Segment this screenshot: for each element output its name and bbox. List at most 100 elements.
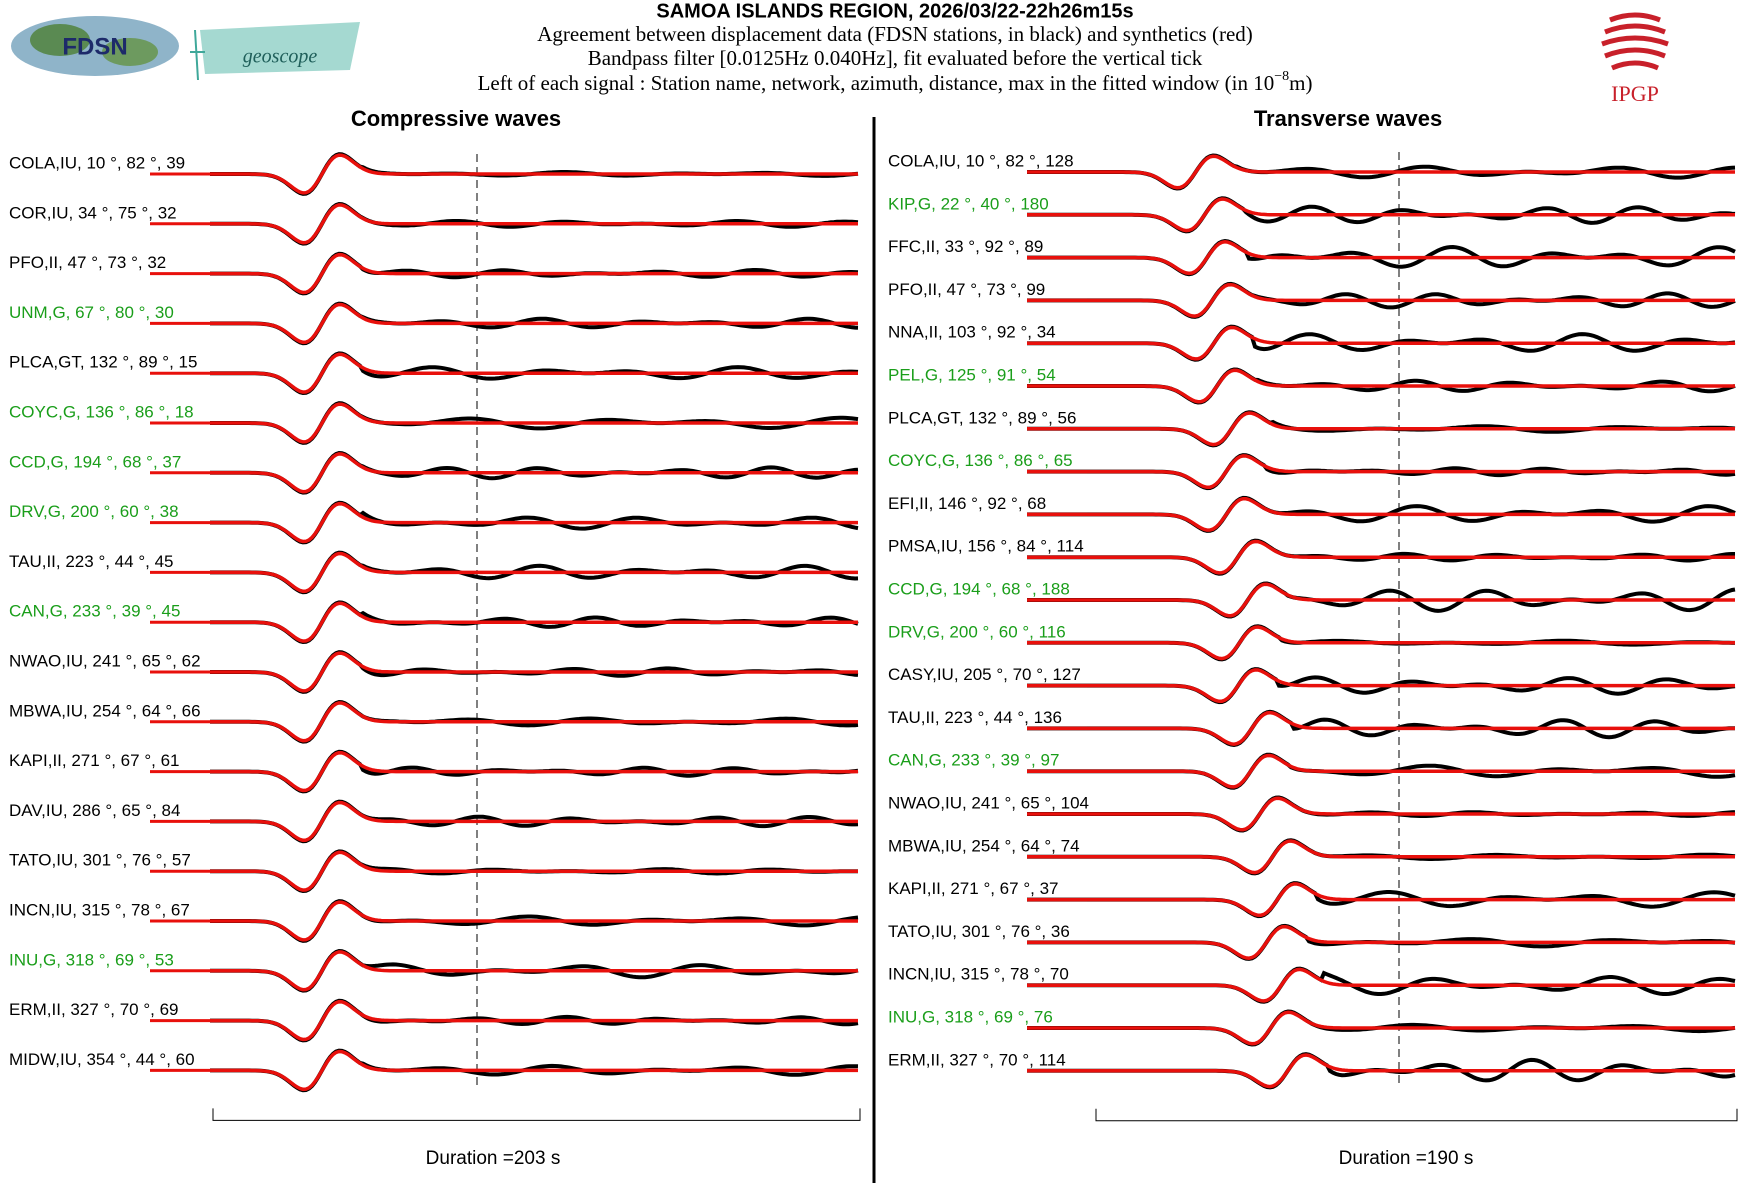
logo-text: geoscope	[243, 46, 318, 68]
station-label: CCD,G, 194 °, 68 °, 37	[9, 452, 181, 471]
station-label: PLCA,GT, 132 °, 89 °, 56	[888, 408, 1076, 427]
station-label: COYC,G, 136 °, 86 °, 18	[9, 402, 194, 421]
synthetic-trace	[210, 750, 858, 793]
synthetic-trace	[210, 950, 858, 992]
synthetic-trace	[1027, 839, 1735, 875]
station-label: KIP,G, 22 °, 40 °, 180	[888, 194, 1049, 213]
duration-bracket	[1095, 1108, 1738, 1122]
station-label: CAN,G, 233 °, 39 °, 97	[888, 751, 1059, 770]
ipgp-logo: IPGP	[1601, 12, 1669, 106]
station-label: CASY,IU, 205 °, 70 °, 127	[888, 665, 1081, 684]
synthetic-trace	[1027, 625, 1735, 661]
synthetic-trace	[210, 1049, 858, 1092]
synthetic-trace	[1027, 411, 1735, 447]
synthetic-trace	[210, 452, 858, 494]
fdsn-logo: FDSN	[11, 16, 179, 76]
station-label: ERM,II, 327 °, 70 °, 114	[888, 1050, 1066, 1069]
panels: Compressive waves COLA,IU, 10 °, 82 °, 39…	[9, 106, 1738, 1169]
station-label: EFI,II, 146 °, 92 °, 68	[888, 494, 1046, 513]
synthetic-trace	[210, 153, 858, 195]
text: m)	[1289, 71, 1312, 95]
station-label: NWAO,IU, 241 °, 65 °, 62	[9, 651, 201, 670]
synthetic-trace	[210, 302, 858, 345]
station-label: ERM,II, 327 °, 70 °, 69	[9, 1000, 179, 1019]
station-label: TATO,IU, 301 °, 76 °, 57	[9, 851, 191, 870]
subtitle: Bandpass filter [0.0125Hz 0.040Hz], fit …	[588, 46, 1203, 70]
synthetic-trace	[210, 900, 858, 942]
synthetic-trace	[210, 850, 858, 892]
synthetic-trace	[210, 551, 858, 594]
panel-title: Transverse waves	[1254, 106, 1442, 131]
synthetic-trace	[1027, 924, 1735, 960]
station-label: MBWA,IU, 254 °, 64 °, 74	[888, 836, 1080, 855]
station-label: PMSA,IU, 156 °, 84 °, 114	[888, 537, 1084, 556]
station-label: TAU,II, 223 °, 44 °, 136	[888, 708, 1062, 727]
duration-bracket	[212, 1108, 861, 1121]
geoscope-logo: geoscope	[190, 22, 360, 81]
synthetic-trace	[210, 352, 858, 394]
station-label: CCD,G, 194 °, 68 °, 188	[888, 579, 1070, 598]
synthetic-trace	[210, 800, 858, 843]
synthetic-trace	[1027, 240, 1735, 276]
station-label: PFO,II, 47 °, 73 °, 32	[9, 253, 166, 272]
synthetic-trace	[1027, 282, 1735, 318]
synthetic-trace	[1027, 710, 1735, 746]
station-label: PEL,G, 125 °, 91 °, 54	[888, 365, 1056, 384]
station-label: INCN,IU, 315 °, 78 °, 67	[9, 900, 190, 919]
station-label: FFC,II, 33 °, 92 °, 89	[888, 237, 1043, 256]
duration-label: Duration =190 s	[1339, 1148, 1474, 1169]
logo-text: IPGP	[1611, 81, 1659, 106]
station-label: NNA,II, 103 °, 92 °, 34	[888, 323, 1056, 342]
station-label: KAPI,II, 271 °, 67 °, 61	[9, 751, 179, 770]
station-label: NWAO,IU, 241 °, 65 °, 104	[888, 793, 1089, 812]
station-label: MIDW,IU, 354 °, 44 °, 60	[9, 1050, 195, 1069]
synthetic-trace	[1027, 368, 1735, 404]
synthetic-trace	[210, 999, 858, 1042]
synthetic-trace	[210, 203, 858, 245]
title: SAMOA ISLANDS REGION, 2026/03/22-22h26m1…	[656, 0, 1133, 22]
station-label: COYC,G, 136 °, 86 °, 65	[888, 451, 1073, 470]
station-label: UNM,G, 67 °, 80 °, 30	[9, 303, 174, 322]
station-label: MBWA,IU, 254 °, 64 °, 66	[9, 701, 201, 720]
synthetic-trace	[1027, 796, 1735, 832]
synthetic-trace	[1027, 967, 1735, 1003]
station-label: KAPI,II, 271 °, 67 °, 37	[888, 879, 1058, 898]
synthetic-trace	[1027, 496, 1735, 532]
synthetic-trace	[1027, 753, 1735, 789]
station-label: PLCA,GT, 132 °, 89 °, 15	[9, 353, 197, 372]
station-label: COR,IU, 34 °, 75 °, 32	[9, 203, 177, 222]
station-label: TAU,II, 223 °, 44 °, 45	[9, 552, 173, 571]
station-label: COLA,IU, 10 °, 82 °, 128	[888, 151, 1074, 170]
synthetic-trace	[210, 402, 858, 444]
synthetic-trace	[1027, 1053, 1735, 1089]
station-label: DAV,IU, 286 °, 65 °, 84	[9, 801, 180, 820]
station-label: INCN,IU, 315 °, 78 °, 70	[888, 965, 1069, 984]
station-label: DRV,G, 200 °, 60 °, 38	[9, 502, 179, 521]
station-label: CAN,G, 233 °, 39 °, 45	[9, 602, 180, 621]
station-label: INU,G, 318 °, 69 °, 76	[888, 1007, 1053, 1026]
superscript: −8	[1274, 69, 1289, 84]
synthetic-trace	[210, 601, 858, 643]
synthetic-trace	[1027, 539, 1735, 575]
subtitle: Left of each signal : Station name, netw…	[478, 69, 1313, 95]
subtitle: Agreement between displacement data (FDS…	[537, 22, 1253, 46]
synthetic-trace	[1027, 325, 1735, 361]
logo-text: FDSN	[62, 33, 127, 60]
synthetic-trace	[210, 252, 858, 295]
synthetic-trace	[1027, 668, 1735, 704]
synthetic-trace	[210, 651, 858, 693]
synthetic-trace	[1027, 1010, 1735, 1046]
panel-title: Compressive waves	[351, 106, 561, 131]
station-label: PFO,II, 47 °, 73 °, 99	[888, 280, 1045, 299]
synthetic-trace	[210, 501, 858, 544]
station-label: TATO,IU, 301 °, 76 °, 36	[888, 922, 1070, 941]
synthetic-trace	[1027, 154, 1735, 190]
synthetic-trace	[1027, 882, 1735, 918]
station-label: COLA,IU, 10 °, 82 °, 39	[9, 153, 185, 172]
station-label: INU,G, 318 °, 69 °, 53	[9, 950, 174, 969]
station-label: DRV,G, 200 °, 60 °, 116	[888, 622, 1066, 641]
synthetic-trace	[1027, 197, 1735, 233]
synthetic-trace	[1027, 454, 1735, 490]
duration-label: Duration =203 s	[426, 1148, 561, 1169]
